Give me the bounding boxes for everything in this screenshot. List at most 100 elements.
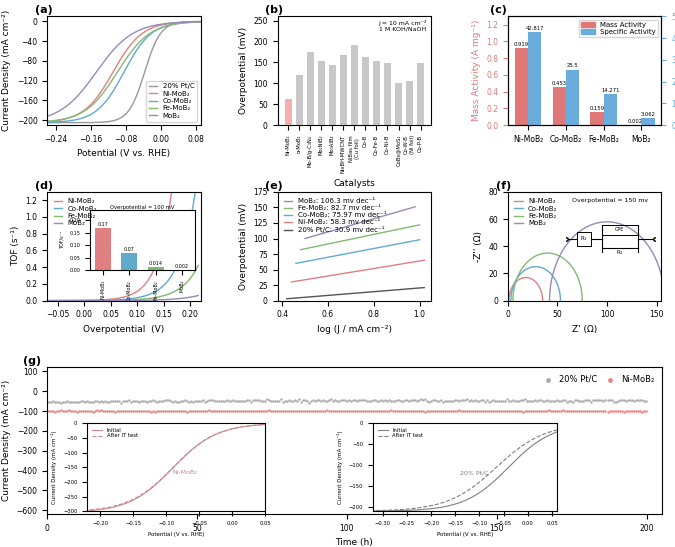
Ni-MoB₂ [52, 406, 63, 415]
Text: 0.453: 0.453 [551, 82, 567, 86]
20% Pt/C [500, 397, 511, 405]
Ni-MoB₂ [136, 406, 146, 415]
Ni-MoB₂ [164, 407, 175, 416]
20% Pt/C [66, 398, 77, 406]
Ni-MoB₂ [68, 407, 79, 416]
20% Pt/C [180, 396, 191, 405]
20% Pt/C [228, 396, 239, 405]
Ni-MoB₂ [434, 407, 445, 416]
20% Pt/C [456, 396, 467, 405]
Ni-MoB₂ [214, 406, 225, 415]
Ni-MoB₂ [394, 407, 405, 416]
Ni-MoB₂ [220, 406, 231, 415]
Ni-MoB₂ [282, 406, 293, 415]
20% Pt/C [50, 398, 61, 406]
Ni-MoB₂ [630, 406, 641, 415]
Ni-MoB₂ [638, 406, 649, 415]
20% Pt/C [82, 397, 92, 405]
Ni-MoB₂ [518, 407, 529, 416]
Bar [318, 61, 325, 125]
20% Pt/C [52, 398, 63, 406]
Ni-MoB₂ [288, 406, 299, 415]
Fe-MoB₂ [133, 296, 141, 303]
Ni-MoB₂ [516, 275, 524, 282]
Bar [395, 83, 402, 125]
Co-MoB₂ [556, 298, 564, 304]
20% Pt/C [240, 396, 250, 405]
Co-MoB₂ [133, 294, 141, 301]
Ni-MoB₂ [496, 407, 507, 416]
20% Pt/C [512, 397, 523, 405]
Ni-MoB₂ [46, 406, 57, 415]
Ni-MoB₂ [328, 406, 339, 415]
Ni-MoB₂ [240, 406, 250, 415]
20% Pt/C [514, 397, 525, 406]
20% Pt/C [210, 397, 221, 405]
Co-MoB₂ [523, 266, 531, 272]
20% Pt/C [206, 396, 217, 405]
Co-MoB₂ [532, 263, 540, 270]
20% Pt/C [536, 395, 547, 404]
20% Pt/C [154, 397, 165, 405]
Co-MoB₂ [169, 21, 177, 27]
Ni-MoB₂ [494, 406, 505, 415]
20% Pt/C [226, 397, 237, 405]
Fe-MoB₂ [41, 118, 49, 125]
20% Pt/C [138, 397, 148, 405]
Ni-MoB₂ [133, 288, 141, 295]
20% Pt/C [204, 395, 215, 404]
MoB₂ [585, 222, 593, 229]
Ni-MoB₂ [184, 407, 194, 416]
Ni-MoB₂ [368, 407, 379, 416]
20% Pt/C [302, 397, 313, 405]
20% Pt/C [152, 398, 163, 406]
Ni-MoB₂ [610, 406, 621, 415]
Ni-MoB₂ [130, 406, 140, 415]
MoB₂ [43, 298, 51, 304]
20% Pt/C [394, 395, 405, 404]
20% Pt/C [214, 397, 225, 405]
20% Pt/C [502, 395, 513, 404]
20% Pt/C [640, 397, 651, 405]
Ni-MoB₂ [158, 406, 169, 415]
20% Pt/C [332, 397, 343, 405]
20% Pt/C [482, 396, 493, 405]
Ni-MoB₂ [382, 407, 393, 416]
20% Pt/C [188, 397, 198, 406]
20% Pt/C [208, 396, 219, 405]
Ni-MoB₂ [539, 298, 547, 304]
Text: 14.271: 14.271 [601, 88, 620, 93]
20% Pt/C [582, 395, 593, 404]
20% Pt/C [316, 397, 327, 405]
Ni-MoB₂ [54, 406, 65, 415]
Ni-MoB₂ [198, 406, 209, 415]
Fe-MoB₂: 82.7 mv dec⁻¹: (0.48, 82): 82.7 mv dec⁻¹: (0.48, 82) [296, 246, 304, 253]
Ni-MoB₂ [450, 406, 461, 415]
20% Pt/C [314, 395, 325, 404]
20% Pt/C [548, 397, 559, 405]
Ni-MoB₂ [146, 407, 157, 416]
20% Pt/C [366, 397, 377, 405]
20% Pt/C [404, 396, 415, 405]
20% Pt/C [588, 396, 599, 405]
20% Pt/C [370, 396, 381, 405]
20% Pt/C [634, 396, 645, 405]
20% Pt/C [178, 397, 189, 406]
20% Pt/C [44, 397, 55, 406]
Ni-MoB₂ [360, 407, 371, 416]
20% Pt/C [556, 397, 567, 405]
20% Pt/C [238, 397, 249, 406]
Ni-MoB₂ [296, 406, 306, 415]
20% Pt/C [554, 396, 565, 405]
Ni-MoB₂ [460, 407, 471, 416]
Bar [285, 99, 292, 125]
20% Pt/C [118, 397, 129, 405]
Text: (c): (c) [489, 5, 506, 15]
Ni-MoB₂ [356, 406, 367, 415]
MoB₂ [583, 224, 591, 230]
Ni-MoB₂ [324, 407, 335, 416]
20% Pt/C [450, 396, 461, 405]
20% Pt/C [604, 395, 615, 404]
20% Pt/C [524, 397, 535, 406]
Ni-MoB₂ [400, 406, 411, 415]
